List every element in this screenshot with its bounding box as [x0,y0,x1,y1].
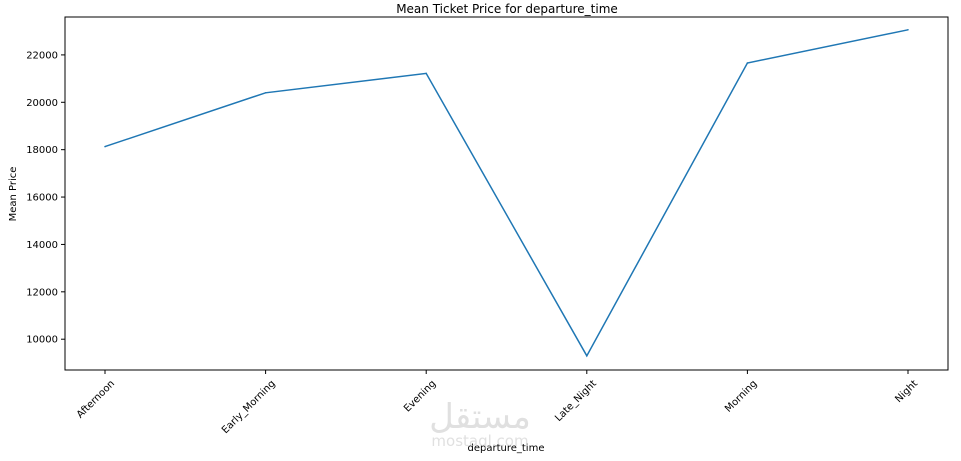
y-tick-label: 16000 [26,193,58,204]
data-point [746,62,749,64]
data-point [586,355,588,357]
y-tick-label: 18000 [26,145,58,156]
y-axis-label: Mean Price [8,167,19,222]
x-axis-label: departure_time [468,443,545,454]
data-point [264,92,267,94]
series-line [104,29,909,358]
x-tick-label: Morning [723,378,759,414]
y-axis-ticks: 10000 12000 14000 16000 18000 20000 22000 [26,50,65,346]
y-tick-label: 22000 [26,50,58,61]
plot-area [64,16,949,371]
data-point [907,29,909,31]
x-tick-label: Late_Night [553,378,599,424]
x-tick-label: Night [893,378,920,405]
y-tick-label: 14000 [26,240,58,251]
x-tick-label: Afternoon [75,378,117,420]
data-point [425,72,427,75]
x-tick-label: Early_Morning [220,378,278,436]
watermark-latin: mostaql.com [431,432,528,450]
chart-title: Mean Ticket Price for departure_time [396,2,618,16]
y-tick-label: 20000 [26,98,58,109]
y-tick-label: 10000 [26,335,58,346]
data-point [104,145,106,148]
series-layer [104,29,909,358]
y-tick-label: 12000 [26,287,58,298]
watermark-arabic: مستقل [429,397,531,437]
